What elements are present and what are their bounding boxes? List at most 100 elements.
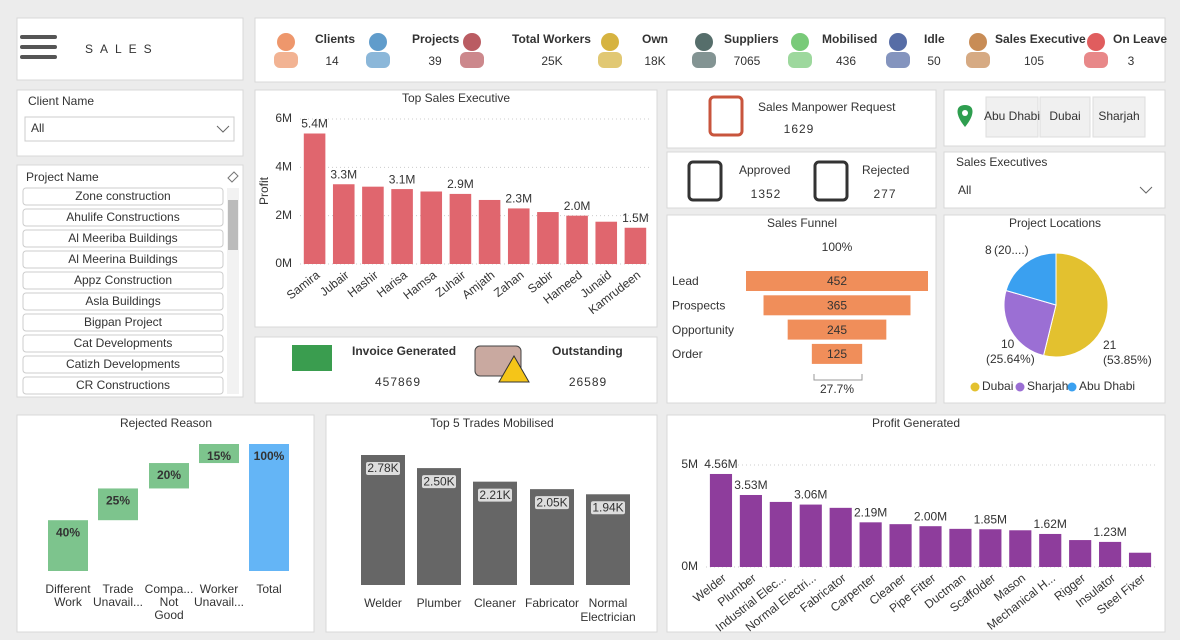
bar[interactable]	[449, 193, 472, 264]
kpi-icon	[791, 33, 809, 51]
bar[interactable]	[478, 199, 501, 264]
x-tick-label: Total	[256, 582, 281, 596]
list-item[interactable]	[22, 376, 224, 395]
y-tick-label: 4M	[275, 160, 292, 174]
money-icon	[292, 345, 332, 371]
list-item-label: Al Meerina Buildings	[68, 252, 177, 266]
data-label: 20%	[157, 468, 181, 482]
scroll-thumb[interactable]	[228, 200, 238, 250]
kpi-value: 7065	[734, 54, 761, 68]
list-item[interactable]	[22, 187, 224, 206]
card-label: Sales Manpower Request	[758, 100, 896, 114]
x-tick-label: Plumber	[417, 596, 462, 610]
bar[interactable]	[1039, 533, 1062, 567]
bar[interactable]	[889, 524, 912, 567]
data-label: 2.19M	[854, 505, 887, 519]
bar[interactable]	[949, 528, 972, 567]
location-pin-dot	[962, 110, 968, 116]
data-label: 5.4M	[301, 117, 328, 131]
waterfall-bar[interactable]	[48, 520, 88, 571]
bar[interactable]	[332, 184, 355, 264]
funnel-bar[interactable]	[787, 319, 887, 340]
bar[interactable]	[739, 494, 762, 567]
list-item-label: Cat Developments	[74, 336, 173, 350]
card-label: Invoice Generated	[352, 344, 456, 358]
x-tick-label: Cleaner	[474, 596, 516, 610]
card-value: 277	[873, 187, 896, 201]
bar[interactable]	[420, 191, 443, 265]
bar[interactable]	[537, 212, 559, 264]
funnel-bar[interactable]	[811, 343, 863, 364]
bar[interactable]	[919, 526, 942, 567]
bar[interactable]	[303, 133, 326, 265]
bar[interactable]	[391, 189, 413, 264]
pie-slice[interactable]	[1042, 252, 1109, 358]
kpi-value: 39	[428, 54, 442, 68]
chart-title: Top Sales Executive	[402, 91, 510, 105]
bar[interactable]	[566, 215, 588, 264]
bar[interactable]	[361, 455, 405, 585]
location-chip-label: Sharjah	[1098, 109, 1139, 123]
kpi-icon	[969, 33, 987, 51]
location-chip[interactable]	[1092, 96, 1146, 138]
card-value: 1629	[784, 122, 815, 136]
kpi-label: Projects	[412, 32, 460, 46]
chevron	[216, 125, 230, 133]
data-label: 1.85M	[974, 512, 1007, 526]
bar[interactable]	[362, 186, 384, 264]
kpi-icon	[692, 52, 716, 68]
data-label: 3.53M	[734, 478, 767, 492]
data-label: 2.00M	[914, 509, 947, 523]
bar[interactable]	[507, 208, 530, 264]
bar[interactable]	[1069, 540, 1092, 567]
waterfall-bar[interactable]	[149, 463, 189, 489]
waterfall-bar[interactable]	[249, 444, 289, 571]
chevron[interactable]	[1139, 186, 1153, 194]
list-item[interactable]	[22, 271, 224, 290]
card-label: Rejected	[862, 163, 909, 177]
kpi-icon	[369, 33, 387, 51]
list-item[interactable]	[22, 355, 224, 374]
bar[interactable]	[769, 501, 792, 567]
bar[interactable]	[829, 507, 852, 567]
list-item[interactable]	[22, 292, 224, 311]
bar[interactable]	[595, 221, 618, 264]
funnel-bar[interactable]	[763, 295, 911, 316]
data-label-box	[591, 501, 625, 515]
funnel-category: Prospects	[672, 298, 725, 312]
kpi-icon	[1084, 52, 1108, 68]
location-chip[interactable]	[1039, 96, 1091, 138]
bar[interactable]	[709, 473, 733, 567]
bar[interactable]	[979, 529, 1002, 567]
chart-title: Profit Generated	[872, 416, 960, 430]
bar[interactable]	[1099, 541, 1122, 567]
bar[interactable]	[1128, 552, 1152, 567]
list-item[interactable]	[22, 229, 224, 248]
kpi-label: Sales Executive	[995, 32, 1086, 46]
dropdown[interactable]	[24, 116, 235, 142]
list-item[interactable]	[22, 334, 224, 353]
funnel-bar[interactable]	[746, 271, 928, 291]
x-tick-label: Fabricator	[525, 596, 579, 610]
list-item[interactable]	[22, 208, 224, 227]
list-item[interactable]	[22, 250, 224, 269]
pie-slice[interactable]	[1005, 252, 1057, 306]
waterfall-bar[interactable]	[98, 488, 138, 521]
kpi-icon	[788, 52, 812, 68]
bar[interactable]	[624, 227, 647, 264]
data-label: 3.06M	[794, 488, 827, 502]
pie-value-label: 21	[1103, 338, 1117, 352]
bar[interactable]	[1009, 530, 1032, 567]
bar[interactable]	[799, 504, 822, 567]
data-label: 2.05K	[536, 495, 567, 509]
bar[interactable]	[859, 522, 882, 567]
location-chip[interactable]	[985, 96, 1039, 138]
card-icon	[813, 160, 849, 202]
data-label: 1.62M	[1034, 517, 1067, 531]
panel	[254, 17, 1166, 83]
list-item[interactable]	[22, 313, 224, 332]
eraser-icon	[227, 171, 239, 183]
dropdown-value: All	[31, 121, 44, 135]
waterfall-bar[interactable]	[199, 444, 239, 464]
pie-slice[interactable]	[1003, 289, 1057, 357]
